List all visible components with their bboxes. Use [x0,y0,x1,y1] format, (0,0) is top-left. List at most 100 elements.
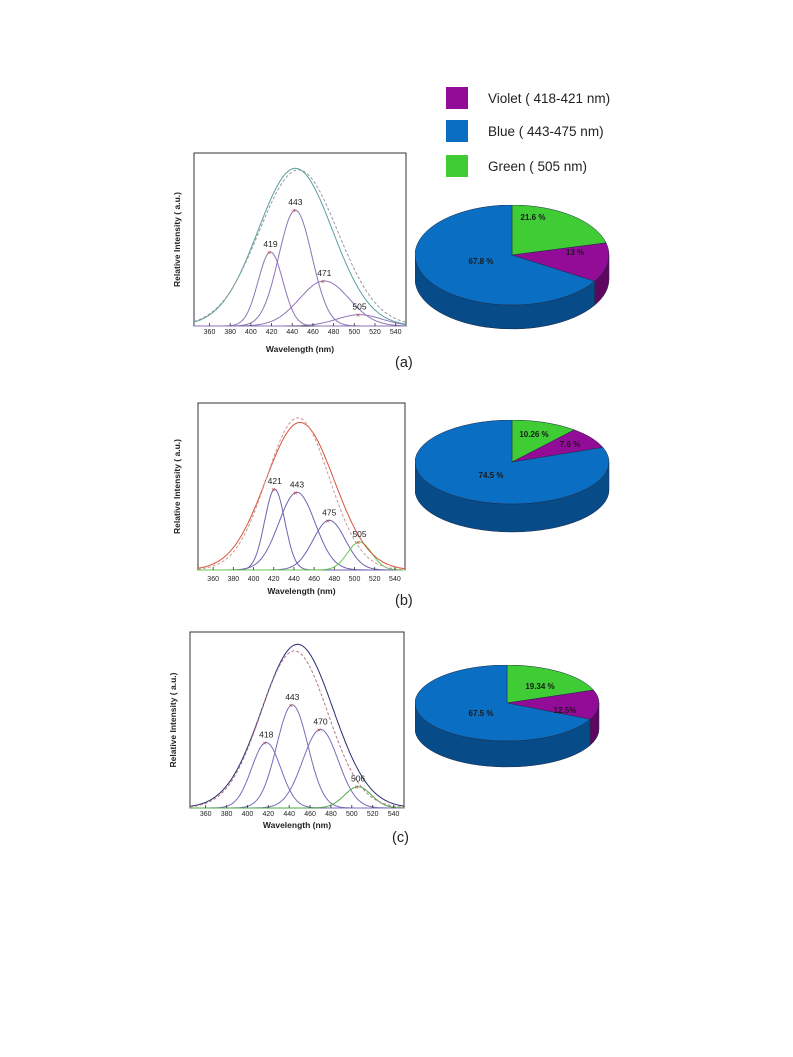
peak-label: 505 [352,302,366,312]
pie-slice-violet [506,689,600,720]
pie-label-green: 21.6 % [521,213,546,222]
pie-chart-a: 21.6 % 13 % 67.8 % [414,204,615,335]
peak-label: 443 [285,692,299,702]
legend-swatch-green [446,155,468,177]
peak-label: 443 [288,197,302,207]
pie-label-violet: 13 % [566,248,584,257]
peak-label: 443 [290,479,304,489]
x-tick-label: 360 [200,811,212,818]
x-tick-label: 380 [221,811,233,818]
x-axis-label: Wavelength (nm) [266,344,334,354]
legend-label-blue: Blue ( 443-475 nm) [488,123,604,139]
peak-label: 419 [263,239,277,249]
legend-swatch-blue [446,120,468,142]
pie-chart-c: 19.34 % 12.5% 67.5 % [414,664,605,780]
x-tick-label: 440 [286,329,298,336]
peak-label: 470 [313,716,327,726]
x-tick-label: 460 [304,811,316,818]
series-1-peak-0 [190,786,404,809]
legend-item-blue: Blue ( 443-475 nm) [446,119,604,143]
x-tick-label: 420 [266,329,278,336]
x-axis-label: Wavelength (nm) [263,820,331,830]
peak-marker: × [326,518,330,525]
peak-marker: × [321,279,325,286]
x-tick-label: 360 [207,576,219,583]
pie-label-green: 10.26 % [519,430,548,439]
pie-svg-c: 19.34 % 12.5% 67.5 % [414,664,600,768]
pie-label-violet: 7.6 % [560,440,580,449]
series-3-peak-0 [189,650,405,808]
x-tick-label: 420 [268,576,280,583]
x-tick-label: 440 [288,576,300,583]
pie-svg-b: 10.26 % 7.6 % 74.5 % [414,419,610,533]
peak-label: 418 [259,730,273,740]
pie-label-green: 19.34 % [525,682,554,691]
pie-chart-b: 10.26 % 7.6 % 74.5 % [414,419,615,540]
pie-label-blue: 67.8 % [469,257,494,266]
pie-slice-blue [414,419,610,505]
series-1-peak-0 [198,541,405,571]
x-tick-label: 380 [224,329,236,336]
x-tick-label: 540 [389,576,401,583]
peak-marker: × [293,490,297,497]
peak-label: 505 [352,529,366,539]
x-tick-label: 540 [390,329,402,336]
peak-label: 475 [322,507,336,517]
x-tick-label: 520 [369,576,381,583]
series-2-peak-0 [197,422,406,570]
peak-label: 421 [268,476,282,486]
peak-marker: × [267,250,271,257]
peak-marker: × [263,741,267,748]
spectrum-plot-a: × 419 × 443 × 471 × 505 360 380 400 420 440 460 480 500… [168,148,413,366]
pie-slice-blue [414,664,591,742]
x-tick-label: 520 [367,811,379,818]
x-tick-label: 480 [328,576,340,583]
x-tick-label: 500 [348,329,360,336]
peak-marker: × [271,487,275,494]
x-tick-label: 460 [308,576,320,583]
pie-slice-violet [511,242,610,282]
peak-marker: × [292,208,296,215]
series-2-peak-0 [189,643,405,807]
x-axis-label: Wavelength (nm) [267,586,335,596]
x-tick-label: 460 [307,329,319,336]
panel-label-b: (b) [395,593,413,609]
x-tick-label: 480 [325,811,337,818]
spectrum-plot-b: × 421 × 443 × 475 × 505 360 380 400 420 440 460 480 500… [168,398,413,602]
pie-slice-green [511,204,607,256]
y-axis-label: Relative Intensity ( a.u.) [172,192,182,287]
legend-swatch-violet [446,87,468,109]
panel-label-c: (c) [392,830,409,846]
x-tick-label: 480 [328,329,340,336]
plot-frame [189,631,405,809]
x-tick-label: 380 [227,576,239,583]
y-axis-label: Relative Intensity ( a.u.) [172,439,182,534]
series-3-peak-0 [197,417,406,571]
legend-label-green: Green ( 505 nm) [488,158,588,174]
peak-label: 471 [317,268,331,278]
peak-label: 506 [351,774,365,784]
series-2-peak-0 [193,169,407,323]
peak-marker: × [289,703,293,710]
plot-frame [193,152,407,327]
x-tick-label: 520 [369,329,381,336]
x-tick-label: 420 [262,811,274,818]
x-tick-label: 400 [248,576,260,583]
pie-label-blue: 74.5 % [479,471,504,480]
x-tick-label: 500 [346,811,358,818]
legend-item-violet: Violet ( 418-421 nm) [446,86,610,110]
x-tick-label: 500 [349,576,361,583]
plot-frame [197,402,406,571]
legend-item-green: Green ( 505 nm) [446,154,587,178]
x-tick-label: 400 [245,329,257,336]
x-tick-label: 360 [204,329,216,336]
x-tick-label: 440 [283,811,295,818]
pie-label-violet: 12.5% [554,706,577,715]
spectrum-plot-c: × 418 × 443 × 470 × 506 360 380 400 420 440 460 480 500… [168,628,413,838]
peak-marker: × [355,785,359,792]
legend-label-violet: Violet ( 418-421 nm) [488,90,611,106]
peak-marker: × [317,727,321,734]
